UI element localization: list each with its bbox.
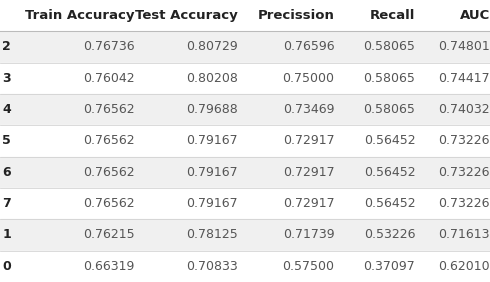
Text: 0: 0 <box>2 260 11 273</box>
Text: 0.73469: 0.73469 <box>283 103 334 116</box>
Text: 0.71739: 0.71739 <box>283 228 334 241</box>
Text: 0.58065: 0.58065 <box>364 72 416 85</box>
Text: 0.75000: 0.75000 <box>282 72 334 85</box>
Text: 0.62010: 0.62010 <box>439 260 490 273</box>
Text: 0.79167: 0.79167 <box>186 197 238 210</box>
Text: 0.76042: 0.76042 <box>83 72 135 85</box>
Text: 0.76562: 0.76562 <box>83 166 135 179</box>
Text: 0.56452: 0.56452 <box>364 197 416 210</box>
Text: 0.79688: 0.79688 <box>186 103 238 116</box>
Text: 0.78125: 0.78125 <box>186 228 238 241</box>
Text: 4: 4 <box>2 103 11 116</box>
Text: Test Accuracy: Test Accuracy <box>135 9 238 22</box>
Text: 0.37097: 0.37097 <box>364 260 416 273</box>
Text: 0.80208: 0.80208 <box>186 72 238 85</box>
Text: 0.74417: 0.74417 <box>439 72 490 85</box>
Text: 0.79167: 0.79167 <box>186 135 238 147</box>
Text: 0.56452: 0.56452 <box>364 166 416 179</box>
Text: 0.73226: 0.73226 <box>439 197 490 210</box>
Text: 0.73226: 0.73226 <box>439 135 490 147</box>
Text: 0.74032: 0.74032 <box>439 103 490 116</box>
Text: 0.70833: 0.70833 <box>186 260 238 273</box>
Text: 0.76596: 0.76596 <box>283 41 334 54</box>
Text: 0.73226: 0.73226 <box>439 166 490 179</box>
Text: 7: 7 <box>2 197 11 210</box>
Text: 0.57500: 0.57500 <box>282 260 334 273</box>
Text: 0.58065: 0.58065 <box>364 103 416 116</box>
Text: 0.76736: 0.76736 <box>83 41 135 54</box>
Text: 0.66319: 0.66319 <box>83 260 135 273</box>
Text: 0.76215: 0.76215 <box>83 228 135 241</box>
Text: Recall: Recall <box>370 9 416 22</box>
Text: 5: 5 <box>2 135 11 147</box>
Text: AUC: AUC <box>460 9 490 22</box>
Text: Train Accuracy: Train Accuracy <box>25 9 135 22</box>
Text: 0.76562: 0.76562 <box>83 197 135 210</box>
Text: 0.74801: 0.74801 <box>438 41 490 54</box>
Text: 1: 1 <box>2 228 11 241</box>
Text: 0.72917: 0.72917 <box>283 135 334 147</box>
Text: 0.71613: 0.71613 <box>439 228 490 241</box>
Text: 0.58065: 0.58065 <box>364 41 416 54</box>
Text: 0.56452: 0.56452 <box>364 135 416 147</box>
Text: 6: 6 <box>2 166 11 179</box>
Text: 2: 2 <box>2 41 11 54</box>
Text: 0.72917: 0.72917 <box>283 197 334 210</box>
Text: 0.76562: 0.76562 <box>83 103 135 116</box>
Text: 0.53226: 0.53226 <box>364 228 416 241</box>
Text: 0.76562: 0.76562 <box>83 135 135 147</box>
Text: 0.72917: 0.72917 <box>283 166 334 179</box>
Text: 3: 3 <box>2 72 11 85</box>
Text: Precission: Precission <box>258 9 334 22</box>
Text: 0.79167: 0.79167 <box>186 166 238 179</box>
Text: 0.80729: 0.80729 <box>186 41 238 54</box>
